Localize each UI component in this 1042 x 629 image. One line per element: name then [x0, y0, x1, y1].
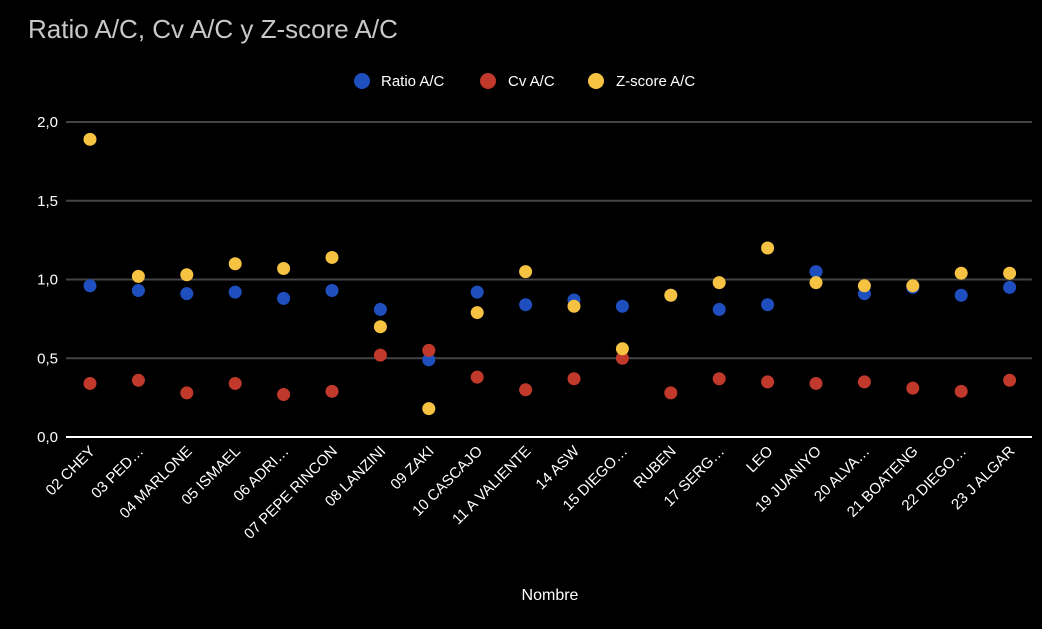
point-cv-a-c: [277, 387, 291, 401]
chart-title: Ratio A/C, Cv A/C y Z-score A/C: [28, 14, 398, 44]
point-cv-a-c: [422, 343, 436, 357]
gridlines: [66, 121, 1032, 438]
point-cv-a-c: [857, 375, 871, 389]
point-z-score-a-c: [809, 276, 823, 290]
point-z-score-a-c: [325, 250, 339, 264]
point-ratio-a-c: [325, 284, 339, 298]
point-cv-a-c: [1003, 373, 1017, 387]
point-ratio-a-c: [1003, 280, 1017, 294]
point-cv-a-c: [906, 381, 920, 395]
point-z-score-a-c: [519, 265, 533, 279]
x-tick-label: LEO: [743, 443, 776, 476]
y-tick-label: 0,0: [37, 429, 58, 446]
legend-label: Ratio A/C: [381, 73, 445, 90]
y-tick-label: 1,5: [37, 193, 58, 210]
point-cv-a-c: [470, 370, 484, 384]
point-cv-a-c: [83, 376, 97, 390]
x-tick-label: 07 PEPE RINCON: [241, 443, 341, 543]
point-z-score-a-c: [954, 266, 968, 280]
point-cv-a-c: [180, 386, 194, 400]
point-z-score-a-c: [277, 261, 291, 275]
y-tick-label: 0,5: [37, 350, 58, 367]
legend-label: Cv A/C: [508, 73, 555, 90]
point-ratio-a-c: [712, 302, 726, 316]
point-z-score-a-c: [470, 306, 484, 320]
point-cv-a-c: [664, 386, 678, 400]
point-cv-a-c: [228, 376, 242, 390]
point-cv-a-c: [519, 383, 533, 397]
point-z-score-a-c: [228, 257, 242, 271]
point-ratio-a-c: [83, 279, 97, 293]
point-ratio-a-c: [809, 265, 823, 279]
point-cv-a-c: [809, 376, 823, 390]
point-z-score-a-c: [761, 241, 775, 255]
point-ratio-a-c: [761, 298, 775, 312]
point-z-score-a-c: [857, 279, 871, 293]
point-z-score-a-c: [422, 402, 436, 416]
y-tick-label: 1,0: [37, 272, 58, 289]
y-tick-label: 2,0: [37, 114, 58, 131]
point-z-score-a-c: [906, 279, 920, 293]
point-z-score-a-c: [180, 268, 194, 282]
x-axis-title: Nombre: [522, 587, 579, 604]
point-ratio-a-c: [422, 353, 436, 367]
x-tick-label: RUBEN: [630, 443, 679, 492]
legend-label: Z-score A/C: [616, 73, 695, 90]
point-ratio-a-c: [180, 287, 194, 301]
point-z-score-a-c: [83, 132, 97, 146]
y-tick-labels: 0,0 0,5 1,0 1,5 2,0: [37, 114, 58, 446]
point-z-score-a-c: [131, 269, 145, 283]
legend-marker: [480, 73, 496, 89]
point-ratio-a-c: [954, 288, 968, 302]
point-cv-a-c: [712, 372, 726, 386]
point-z-score-a-c: [615, 342, 629, 356]
point-ratio-a-c: [228, 285, 242, 299]
legend-marker: [588, 73, 604, 89]
legend: Ratio A/C Cv A/C Z-score A/C: [354, 73, 695, 90]
point-cv-a-c: [954, 384, 968, 398]
point-z-score-a-c: [664, 288, 678, 302]
point-cv-a-c: [373, 348, 387, 362]
point-cv-a-c: [761, 375, 775, 389]
point-cv-a-c: [567, 372, 581, 386]
point-ratio-a-c: [615, 299, 629, 313]
point-cv-a-c: [615, 351, 629, 365]
point-cv-a-c: [325, 384, 339, 398]
point-ratio-a-c: [373, 302, 387, 316]
point-z-score-a-c: [373, 320, 387, 334]
legend-marker: [354, 73, 370, 89]
data-points: [83, 132, 1017, 416]
point-ratio-a-c: [470, 285, 484, 299]
point-z-score-a-c: [567, 299, 581, 313]
point-ratio-a-c: [519, 298, 533, 312]
point-z-score-a-c: [712, 276, 726, 290]
point-ratio-a-c: [277, 291, 291, 305]
point-z-score-a-c: [1003, 266, 1017, 280]
point-cv-a-c: [131, 373, 145, 387]
point-ratio-a-c: [131, 284, 145, 298]
